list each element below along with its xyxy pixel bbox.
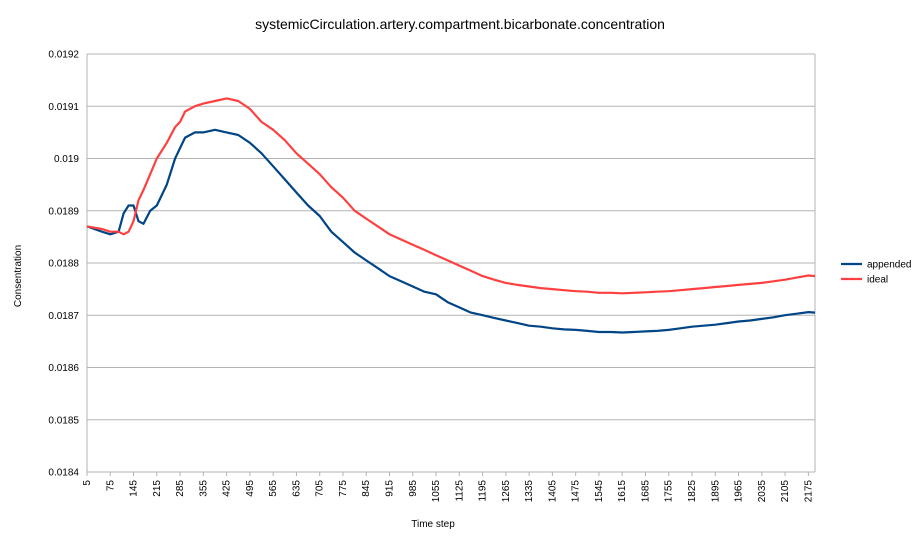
x-tick-label: 2035 (757, 480, 768, 503)
x-tick-label: 565 (268, 480, 279, 497)
x-tick-label: 355 (198, 480, 209, 497)
x-tick-label: 1125 (454, 480, 465, 502)
series-line-ideal (86, 97, 816, 295)
x-tick-label: 775 (338, 480, 349, 497)
x-axis-title: Time step (411, 519, 455, 530)
chart-title: systemicCirculation.artery.compartment.b… (255, 16, 665, 32)
y-tick-label: 0.0187 (48, 311, 79, 322)
x-tick-label: 215 (152, 480, 163, 497)
y-tick-label: 0.0192 (48, 50, 79, 61)
x-tick-label: 1405 (547, 480, 558, 503)
x-tick-label: 705 (315, 480, 326, 497)
legend: appended ideal (841, 260, 912, 286)
y-tick-label: 0.0186 (48, 363, 79, 374)
x-tick-label: 145 (129, 480, 140, 497)
x-tick-label: 915 (385, 480, 396, 497)
x-tick-label: 1475 (571, 480, 582, 503)
x-tick-label: 1335 (524, 480, 535, 503)
x-tick-label: 1895 (710, 480, 721, 503)
x-tick-label: 845 (361, 480, 372, 497)
y-tick-label: 0.0184 (48, 468, 79, 479)
legend-label: appended (867, 260, 912, 271)
x-tick-label: 495 (245, 480, 256, 497)
x-tick-label: 635 (291, 480, 302, 497)
x-tick-label: 2105 (780, 480, 791, 503)
x-tick-label: 5 (82, 480, 93, 486)
x-tick-label: 1825 (687, 480, 698, 503)
x-tick-label: 1265 (501, 480, 512, 503)
legend-label: ideal (867, 275, 888, 286)
series-line-appended (86, 128, 816, 334)
x-tick-label: 985 (408, 480, 419, 497)
x-tick-label: 1685 (640, 480, 651, 503)
x-tick-label: 1615 (617, 480, 628, 503)
x-tick-label: 1055 (431, 480, 442, 503)
y-tick-label: 0.019 (54, 154, 79, 165)
x-axis-ticks: 5 75 145 215 285 355 425 495 565 635 705 775 845 915 9… (82, 472, 814, 502)
y-axis-ticks: 0.0184 0.0185 0.0186 0.0187 0.0188 0.0189 0.01… (48, 50, 79, 479)
x-tick-label: 1965 (734, 480, 745, 503)
y-tick-label: 0.0189 (48, 206, 79, 217)
y-axis-title: Consentration (13, 245, 24, 307)
x-tick-label: 285 (175, 480, 186, 497)
series-lines (86, 97, 816, 334)
y-tick-label: 0.0191 (48, 102, 79, 113)
x-tick-label: 1545 (594, 480, 605, 503)
y-tick-label: 0.0188 (48, 259, 79, 270)
x-tick-label: 2175 (803, 480, 814, 503)
x-tick-label: 75 (105, 480, 116, 492)
x-tick-label: 425 (222, 480, 233, 497)
x-tick-label: 1755 (664, 480, 675, 503)
x-tick-label: 1195 (478, 480, 489, 502)
y-tick-label: 0.0185 (48, 415, 79, 426)
